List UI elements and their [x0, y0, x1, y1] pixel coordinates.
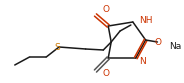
Text: O: O	[155, 38, 162, 46]
Text: S: S	[54, 42, 60, 51]
Text: O: O	[103, 4, 110, 14]
Text: NH: NH	[139, 16, 152, 24]
Text: N: N	[139, 57, 146, 65]
Text: Na: Na	[169, 42, 181, 50]
Text: O: O	[103, 68, 110, 78]
